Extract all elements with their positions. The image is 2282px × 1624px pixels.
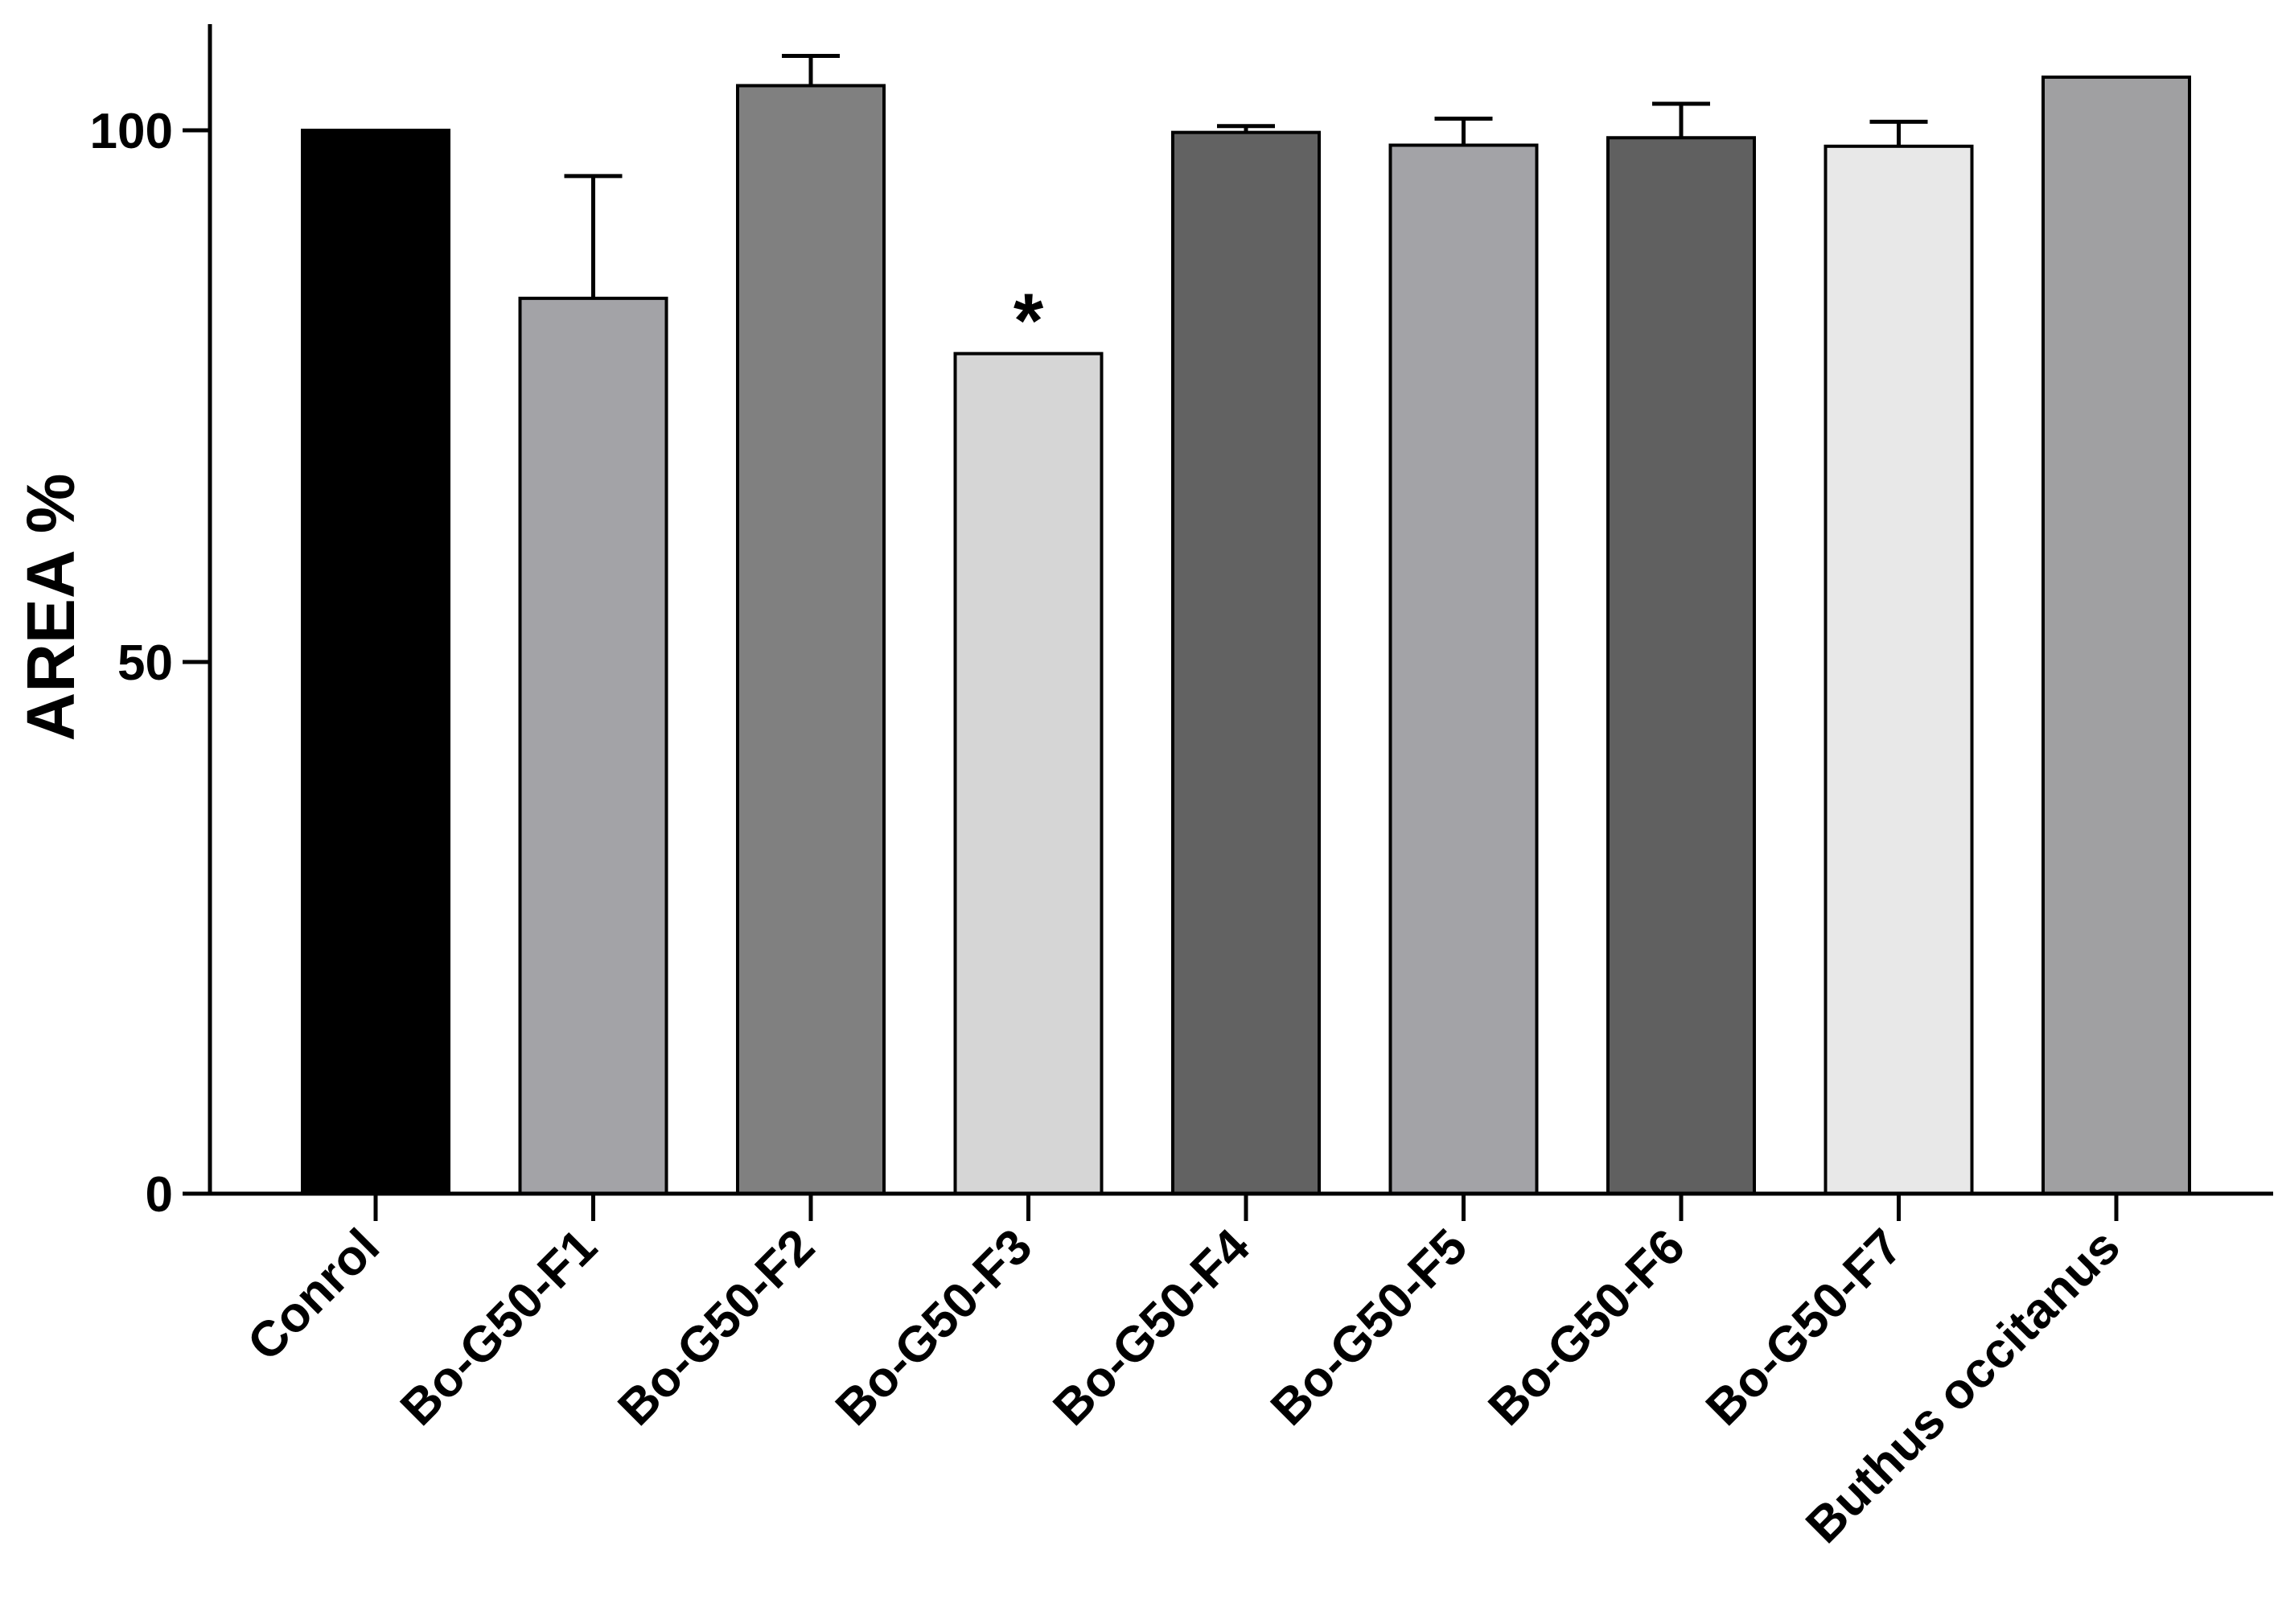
y-ticks-layer: 0 50 100 bbox=[90, 104, 210, 1223]
x-tick-label: Bo-G50-F1 bbox=[390, 1219, 607, 1436]
x-ticks-layer: Conrol Bo-G50-F1 Bo-G50-F2 Bo-G50-F3 Bo-G50-… bbox=[237, 1194, 2131, 1554]
bar bbox=[736, 84, 886, 1196]
bar bbox=[1388, 143, 1539, 1195]
x-tick-label: Bo-G50-F3 bbox=[825, 1219, 1042, 1436]
x-tick-label: Bo-G50-F7 bbox=[1696, 1219, 1913, 1436]
y-tick-label: 0 bbox=[146, 1167, 173, 1223]
y-tick-label: 50 bbox=[117, 635, 173, 691]
bar bbox=[2041, 75, 2191, 1195]
bar bbox=[301, 129, 450, 1195]
x-tick-label: Bo-G50-F6 bbox=[1478, 1219, 1695, 1436]
y-axis-title: AREA % bbox=[13, 474, 88, 742]
bar bbox=[1824, 144, 1974, 1196]
error-bars-layer bbox=[564, 53, 1928, 298]
bar bbox=[518, 296, 668, 1196]
axes-layer bbox=[208, 24, 2273, 1196]
x-tick-label: Bo-G50-F2 bbox=[607, 1219, 824, 1436]
bars-layer bbox=[301, 75, 2191, 1196]
y-tick-label: 100 bbox=[90, 104, 173, 159]
x-tick-label: Conrol bbox=[237, 1219, 390, 1371]
x-tick-label: Bo-G50-F5 bbox=[1260, 1219, 1478, 1436]
significance-marker: * bbox=[1014, 278, 1044, 364]
annotations-layer: * bbox=[1014, 278, 1044, 364]
bar bbox=[953, 352, 1104, 1195]
bar bbox=[1606, 136, 1756, 1195]
x-tick-label: Bo-G50-F4 bbox=[1042, 1219, 1260, 1437]
bar bbox=[1171, 130, 1321, 1195]
